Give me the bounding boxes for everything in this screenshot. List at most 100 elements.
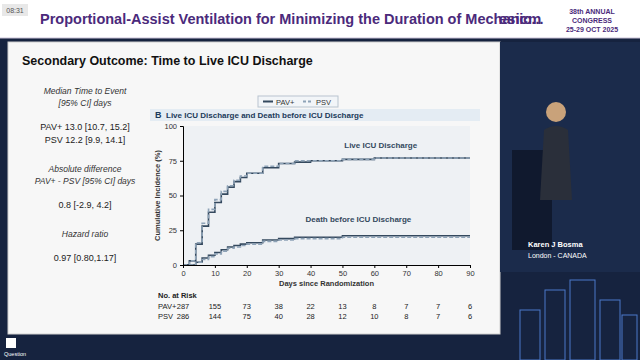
footer: Question [4,351,26,357]
building [520,310,540,360]
x-tick-label: 70 [403,269,411,278]
x-tick-label: 10 [211,269,219,278]
x-tick: 90 [466,265,474,278]
y-tick: 50 [169,191,183,200]
congress: CONGRESS [572,17,612,24]
x-tick-mark [438,265,439,268]
risk-count: 286 [177,312,190,321]
speaker-location: London - CANADA [528,252,587,259]
risk-count: 144 [209,312,222,321]
y-tick: 25 [169,226,183,235]
congress: 25-29 OCT 2025 [566,26,618,33]
annotation: Live ICU Discharge [344,141,417,150]
legend-label: PAV+ [276,98,295,107]
building [570,280,595,360]
legend-label: PSV [316,98,331,107]
y-tick: 0 [173,261,183,270]
x-axis: 0102030405060708090 [181,265,474,278]
header-title: Proportional-Assist Ventilation for Mini… [40,11,544,27]
x-tick-label: 30 [275,269,283,278]
risk-count: 8 [372,302,376,311]
x-tick-label: 0 [181,269,185,278]
stat-value: 0.8 [-2.9, 4.2] [58,200,111,210]
x-tick-mark [374,265,375,268]
x-tick: 80 [434,265,442,278]
stat-heading: Median Time to Event [44,86,127,96]
risk-row-name: PSV [158,312,173,321]
y-axis: 0 25 50 75 100 [164,122,183,270]
question-icon [6,338,16,348]
risk-count: 6 [468,312,472,321]
logo: esicm [499,10,542,27]
risk-count: 155 [209,302,222,311]
x-tick-label: 50 [339,269,347,278]
stat-heading: PAV+ - PSV [95% CI] days [35,176,136,186]
legend: PAV+ PSV [258,96,338,107]
y-tick-mark [180,265,183,266]
risk-count: 40 [274,312,282,321]
risk-count: 28 [306,312,314,321]
risk-count: 10 [370,312,378,321]
speaker-head [546,102,566,122]
risk-count: 8 [404,312,408,321]
building [622,315,637,360]
building [600,300,620,360]
annotation: Death before ICU Discharge [305,215,411,224]
risk-count: 287 [177,302,190,311]
x-tick: 20 [243,265,251,278]
x-tick-mark [215,265,216,268]
page: 08:31 Proportional-Assist Ventilation for… [0,0,640,360]
header-rule [0,38,640,39]
background [0,0,640,360]
x-tick-label: 20 [243,269,251,278]
slide-title: Secondary Outcome: Time to Live ICU Disc… [22,54,313,68]
congress: 38th ANNUAL [569,8,615,15]
time-box [2,4,28,16]
y-tick-mark [180,196,183,197]
series-line [183,237,470,265]
x-axis-title: Days since Randomization [279,279,374,288]
y-tick-label: 75 [169,157,177,166]
risk-count: 12 [338,312,346,321]
x-tick-label: 60 [371,269,379,278]
stat-value: 0.97 [0.80,1.17] [54,253,117,263]
y-tick-label: 50 [169,191,177,200]
chart-title: Live ICU Discharge and Death before ICU … [166,111,364,120]
x-tick: 60 [371,265,379,278]
risk-count: 6 [468,302,472,311]
x-tick-mark [247,265,248,268]
x-axis-line [184,266,471,269]
x-tick: 50 [339,265,347,278]
time: 08:31 [6,7,24,14]
panel-title-band [150,109,480,121]
risk-count: 7 [404,302,408,311]
y-tick-label: 0 [173,261,177,270]
risk-count: 38 [274,302,282,311]
x-tick-label: 80 [434,269,442,278]
slide [8,42,500,334]
legend-box [258,96,338,107]
y-tick-mark [180,161,183,162]
stat-heading: Absolute difference [48,164,122,174]
x-tick: 30 [275,265,283,278]
stat-value: PSV 12.2 [9.9, 14.1] [45,135,126,145]
y-tick: 75 [169,157,183,166]
speaker-video [500,42,640,272]
legend-swatch [263,101,273,103]
y-tick-mark [180,126,183,127]
legend-swatch [303,101,313,103]
y-tick: 100 [164,122,183,131]
series-line [183,236,470,265]
risk-count: 7 [436,312,440,321]
stat-value: PAV+ 13.0 [10.7, 15.2] [40,122,129,132]
series-line [183,158,470,265]
risk-count: 75 [243,312,251,321]
speaker-name: Karen J Bosma [528,240,583,249]
x-tick-mark [342,265,343,268]
y-axis-line [180,127,184,266]
risk-table-title: No. at Risk [158,291,198,300]
speaker-body [540,126,572,200]
x-tick: 0 [181,265,185,278]
x-tick-label: 90 [466,269,474,278]
risk-count: 7 [436,302,440,311]
